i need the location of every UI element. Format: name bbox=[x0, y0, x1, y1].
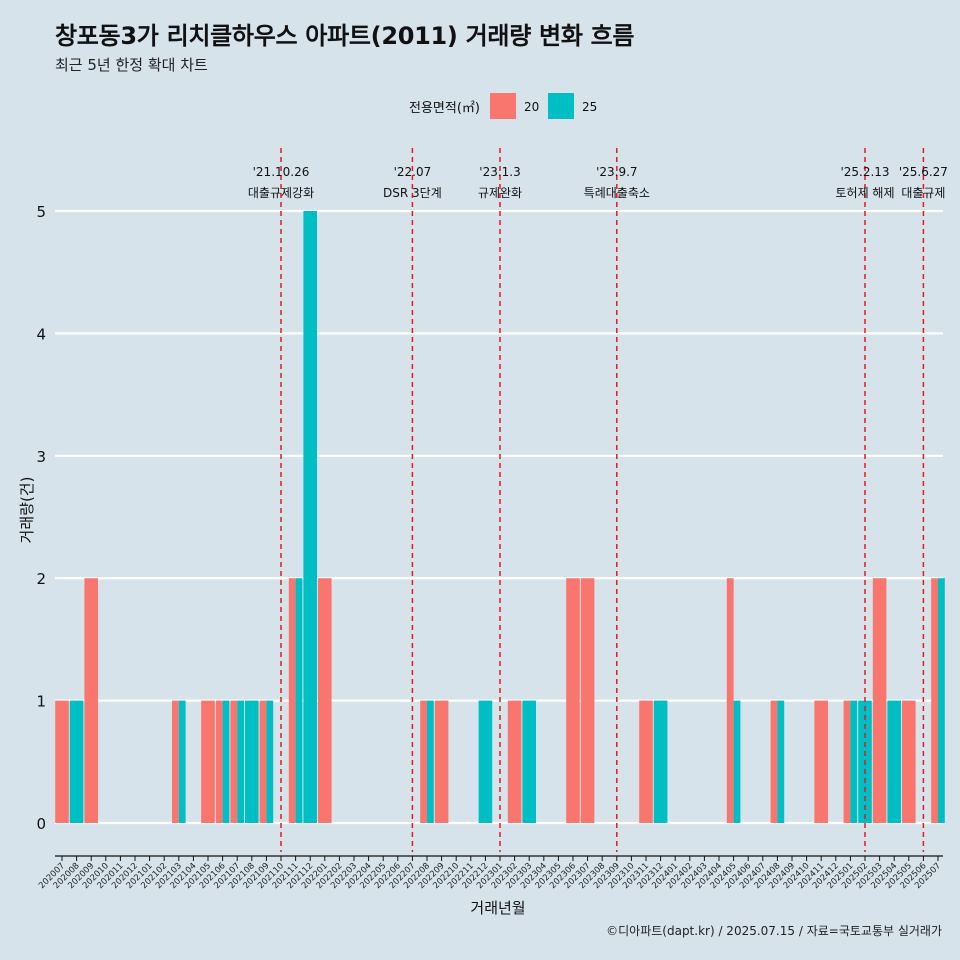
chart-subtitle: 최근 5년 한정 확대 차트 bbox=[55, 56, 208, 74]
bar-25-202504 bbox=[887, 700, 901, 823]
bar-20-202208 bbox=[420, 700, 427, 823]
bar-20-202408 bbox=[770, 700, 778, 823]
event-date-label: '22.07 bbox=[394, 165, 432, 179]
bar-25-202108 bbox=[245, 700, 259, 823]
y-tick-label: 2 bbox=[36, 570, 46, 588]
legend-swatch-20 bbox=[490, 93, 516, 119]
bar-20-202209 bbox=[434, 700, 449, 823]
y-axis: 0 1 2 3 4 5 bbox=[36, 203, 46, 833]
bar-20-202109 bbox=[259, 700, 267, 823]
bar-25-202008 bbox=[69, 700, 84, 823]
legend: 전용면적(㎡) 20 25 bbox=[409, 93, 597, 119]
chart-caption: ©디아파트(dapt.kr) / 2025.07.15 / 자료=국토교통부 실… bbox=[606, 924, 942, 938]
bar-20-202411 bbox=[814, 700, 828, 823]
legend-label-25: 25 bbox=[582, 100, 597, 114]
bar-25-202208 bbox=[427, 700, 434, 823]
bar-25-202111 bbox=[295, 578, 303, 823]
bar-20-202107 bbox=[230, 700, 238, 823]
y-tick-label: 3 bbox=[36, 448, 46, 466]
bar-20-202306 bbox=[566, 578, 580, 823]
bar-20-202007 bbox=[55, 700, 69, 823]
y-tick-label: 1 bbox=[36, 693, 46, 711]
y-tick-label: 0 bbox=[36, 815, 46, 833]
event-name-label: 토허제 해제 bbox=[835, 186, 894, 200]
bar-20-202307 bbox=[580, 578, 595, 823]
bar-20-202501 bbox=[843, 700, 851, 823]
y-tick-label: 5 bbox=[36, 203, 46, 221]
bar-25-202212 bbox=[478, 700, 493, 823]
bar-20-202503 bbox=[872, 578, 887, 823]
bar-20-202106 bbox=[215, 700, 223, 823]
y-axis-title: 거래량(건) bbox=[18, 477, 36, 544]
bar-25-202405 bbox=[733, 700, 741, 823]
bar-20-202505 bbox=[902, 700, 916, 823]
event-date-label: '25.2.13 bbox=[840, 165, 889, 179]
event-date-label: '25.6.27 bbox=[899, 165, 948, 179]
bar-20-202311 bbox=[639, 700, 653, 823]
bar-25-202312 bbox=[653, 700, 668, 823]
bar-25-202107 bbox=[237, 700, 244, 823]
y-tick-label: 4 bbox=[36, 325, 46, 343]
bar-20-202302 bbox=[507, 700, 522, 823]
bar-25-202501 bbox=[850, 700, 858, 823]
bar-25-202112 bbox=[303, 211, 317, 823]
bar-25-202408 bbox=[777, 700, 785, 823]
event-date-label: '23.1.3 bbox=[479, 165, 520, 179]
bar-20-202405 bbox=[726, 578, 734, 823]
legend-label-20: 20 bbox=[524, 100, 539, 114]
chart-title: 창포동3가 리치클하우스 아파트(2011) 거래량 변화 흐름 bbox=[55, 22, 635, 50]
x-axis: 2020072020082020092020102020112020122021… bbox=[37, 855, 943, 891]
event-lines: '21.10.26 대출규제강화 '22.07 DSR 3단계 '23.1.3 규제완화 '… bbox=[248, 148, 948, 852]
bar-20-202111 bbox=[288, 578, 296, 823]
event-name-label: 특례대출축소 bbox=[584, 186, 650, 200]
bar-25-202106 bbox=[222, 700, 230, 823]
bar-20-202507 bbox=[931, 578, 938, 823]
bar-20-202103 bbox=[172, 700, 179, 823]
x-axis-title: 거래년월 bbox=[470, 899, 525, 917]
event-name-label: 대출규제 bbox=[901, 186, 945, 200]
event-name-label: 규제완화 bbox=[478, 186, 522, 200]
grid bbox=[55, 209, 943, 825]
legend-swatch-25 bbox=[548, 93, 574, 119]
bar-25-202303 bbox=[522, 700, 536, 823]
bar-25-202109 bbox=[266, 700, 274, 823]
bar-20-202201 bbox=[318, 578, 332, 823]
legend-title: 전용면적(㎡) bbox=[409, 101, 480, 116]
bar-25-202103 bbox=[178, 700, 186, 823]
bar-20-202105 bbox=[201, 700, 215, 823]
event-date-label: '23.9.7 bbox=[596, 165, 637, 179]
event-name-label: 대출규제강화 bbox=[248, 186, 314, 200]
bar-25-202507 bbox=[938, 578, 945, 823]
bar-20-202009 bbox=[84, 578, 98, 823]
event-name-label: DSR 3단계 bbox=[383, 186, 442, 200]
bars bbox=[55, 211, 945, 823]
event-date-label: '21.10.26 bbox=[253, 165, 310, 179]
